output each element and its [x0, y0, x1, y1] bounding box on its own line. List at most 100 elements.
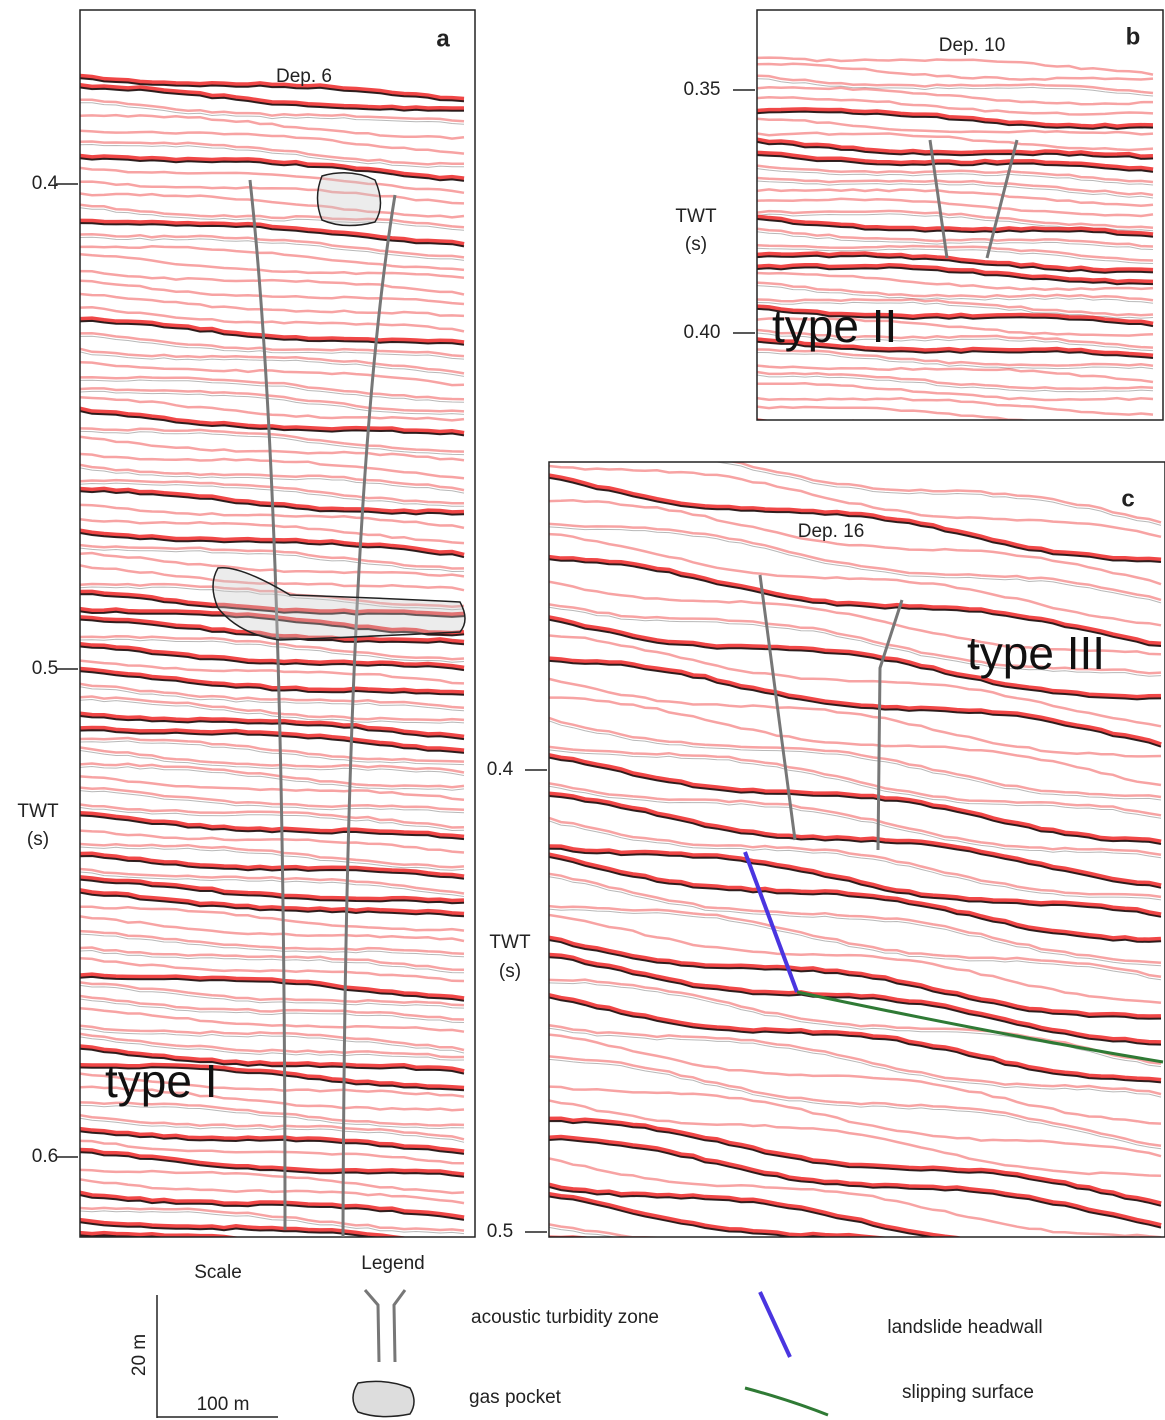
- gas-pocket: [316, 172, 382, 227]
- reflector: [549, 756, 1162, 845]
- reflector: [80, 725, 465, 754]
- reflector: [549, 473, 1162, 563]
- reflector: [549, 1058, 1162, 1150]
- reflector: [757, 423, 1153, 440]
- reflector: [80, 306, 465, 333]
- reflector: [757, 370, 1154, 391]
- reflector: [757, 150, 1154, 173]
- tick-label: 0.4: [32, 173, 59, 194]
- reflector: [80, 1036, 465, 1061]
- panel-frame: [79, 9, 476, 1238]
- reflector: [757, 131, 1154, 152]
- legend-icon: [363, 1289, 407, 1363]
- legend-item: acoustic turbidity zone: [471, 1307, 659, 1328]
- reflector: [80, 905, 465, 932]
- reflector: [549, 677, 1162, 758]
- tick-label: 0.5: [32, 658, 58, 679]
- seismic-texture: [80, 73, 465, 1237]
- axis-label: TWT: [675, 206, 717, 227]
- reflector: [549, 908, 1162, 981]
- reflector: [80, 245, 465, 272]
- reflector: [80, 698, 465, 724]
- reflector: [80, 984, 465, 1009]
- axis-label: (s): [499, 961, 521, 982]
- reflector: [757, 188, 1154, 208]
- legend-icon: [744, 1386, 829, 1417]
- reflector: [80, 1210, 465, 1235]
- reflector: [80, 430, 465, 456]
- reflector: [549, 935, 1162, 1020]
- reflector: [80, 1032, 465, 1059]
- reflector: [549, 532, 1162, 627]
- reflector: [80, 888, 465, 917]
- reflector: [80, 1044, 465, 1075]
- reflector: [80, 1066, 465, 1092]
- reflector: [80, 994, 465, 1021]
- reflector: [80, 933, 465, 958]
- reflector: [80, 1047, 465, 1075]
- reflector: [80, 878, 465, 905]
- reflector: [757, 337, 1154, 359]
- turbidity-line: [248, 179, 287, 1231]
- reflector: [80, 166, 465, 195]
- panel-title: Dep. 10: [939, 35, 1006, 56]
- reflector: [757, 209, 1154, 229]
- reflector: [80, 347, 465, 375]
- reflector: [80, 634, 465, 661]
- reflector: [757, 251, 1154, 274]
- reflector: [80, 949, 465, 974]
- reflector: [80, 269, 465, 296]
- reflector: [757, 262, 1154, 285]
- reflector: [715, 462, 1162, 526]
- axis-label: TWT: [17, 801, 59, 822]
- reflector: [80, 1221, 383, 1237]
- gas-pocket: [212, 566, 466, 641]
- reflector: [80, 1194, 465, 1221]
- reflector: [757, 56, 1154, 76]
- reflector: [80, 236, 465, 261]
- reflector: [80, 645, 465, 672]
- legend-icon: [758, 1291, 792, 1358]
- reflector: [549, 498, 1162, 586]
- reflector: [80, 1190, 465, 1221]
- reflector: [549, 1134, 1162, 1229]
- reflector: [80, 547, 465, 573]
- reflector: [549, 696, 1162, 787]
- reflector: [80, 73, 465, 102]
- reflector: [549, 852, 1162, 943]
- reflector: [80, 140, 465, 166]
- reflector: [80, 1206, 465, 1232]
- reflector: [757, 180, 1154, 199]
- reflector: [80, 528, 465, 558]
- reflector: [80, 1113, 465, 1141]
- reflector: [757, 214, 1154, 238]
- seismic-texture: [757, 56, 1154, 440]
- reflector: [549, 1182, 963, 1237]
- panel-frame: [756, 9, 1164, 421]
- reflector: [757, 164, 1154, 184]
- tick-label: 0.5: [487, 1221, 513, 1242]
- reflector: [80, 319, 465, 346]
- tick-label: 0.35: [684, 79, 721, 100]
- reflector: [80, 192, 465, 219]
- reflector: [549, 978, 1162, 1065]
- reflector: [80, 638, 465, 663]
- reflector: [80, 335, 465, 360]
- reflector: [757, 328, 1154, 349]
- reflector: [80, 740, 465, 766]
- axis-label: TWT: [489, 932, 531, 953]
- panel-frame: [548, 461, 1165, 1238]
- reflector: [80, 695, 465, 722]
- reflector: [80, 390, 465, 415]
- reflector: [549, 795, 1162, 889]
- reflector: [80, 233, 465, 259]
- reflector: [757, 218, 1154, 238]
- reflector: [80, 77, 465, 103]
- reflector: [80, 915, 465, 943]
- turbidity-line: [341, 194, 397, 1238]
- reflector: [80, 842, 465, 869]
- reflector: [80, 129, 465, 155]
- reflector: [80, 972, 465, 1002]
- reflector: [757, 244, 1154, 262]
- landslide-headwall: [743, 851, 799, 993]
